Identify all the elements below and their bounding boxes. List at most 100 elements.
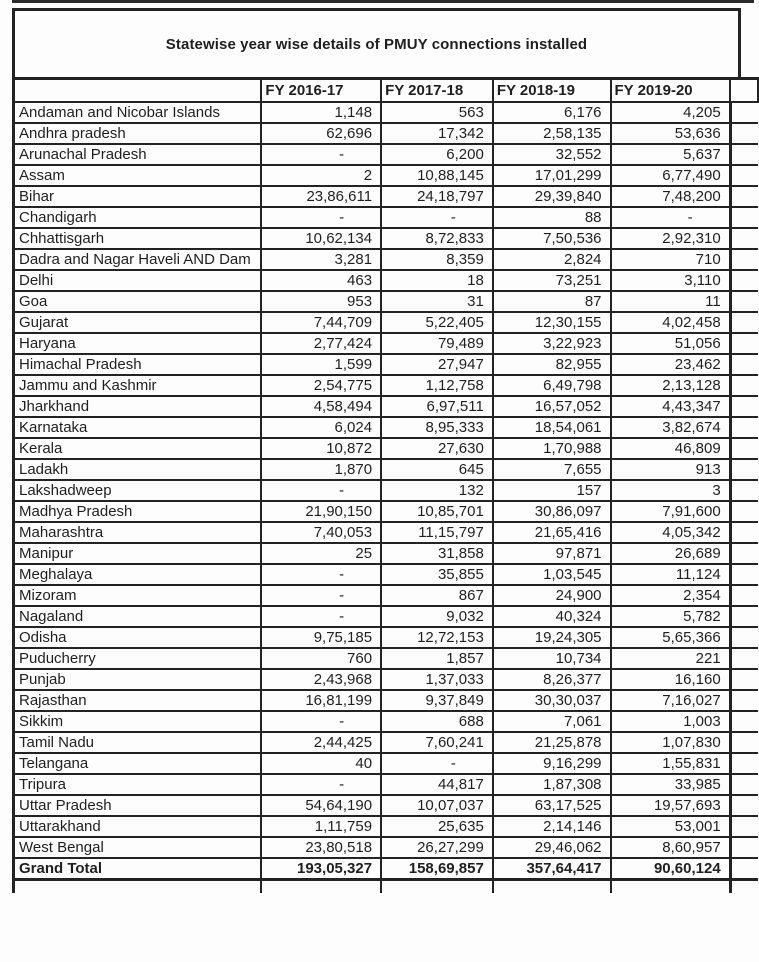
value-cell: 5,637: [609, 143, 732, 166]
state-name-cell: Chandigarh: [12, 206, 263, 229]
value-cell: -: [260, 605, 383, 628]
cropped-next-column-cell: [728, 143, 758, 166]
table-row: Madhya Pradesh 21,90,150 10,85,701 30,86,09…: [12, 500, 758, 523]
value-cell: 2,92,310: [609, 227, 732, 250]
state-name-cell: Jharkhand: [12, 395, 263, 418]
value-cell: 33,985: [609, 773, 732, 796]
value-cell: 157: [491, 479, 612, 502]
state-name-cell: Delhi: [12, 269, 263, 292]
value-cell: 463: [260, 269, 383, 292]
value-cell: 7,50,536: [491, 227, 612, 250]
value-cell: 82,955: [491, 353, 612, 376]
state-name-cell: Telangana: [12, 752, 263, 775]
value-cell: 12,72,153: [380, 626, 494, 649]
cropped-next-column-cell: [728, 311, 758, 334]
value-cell: 40,324: [491, 605, 612, 628]
value-cell: 7,40,053: [260, 521, 383, 544]
value-cell: 23,86,611: [260, 185, 383, 208]
value-cell: 4,58,494: [260, 395, 383, 418]
value-cell: 24,18,797: [380, 185, 494, 208]
value-cell: 7,16,027: [609, 689, 732, 712]
value-cell: [491, 878, 612, 893]
value-cell: 27,947: [380, 353, 494, 376]
value-cell: 6,176: [491, 101, 612, 124]
table-row: Rajasthan 16,81,199 9,37,849 30,30,037 7,16,…: [12, 689, 758, 712]
table-row: Tamil Nadu 2,44,425 7,60,241 21,25,878 1,07,…: [12, 731, 758, 754]
value-cell: 29,46,062: [491, 836, 612, 859]
state-name-cell: Tamil Nadu: [12, 731, 263, 754]
value-cell: 62,696: [260, 122, 383, 145]
value-cell: 4,02,458: [609, 311, 732, 334]
table-row: Chandigarh - -88-: [12, 206, 758, 229]
value-cell: -: [260, 479, 383, 502]
value-cell: 25: [260, 542, 383, 565]
table-row: Sikkim -688 7,061 1,003: [12, 710, 758, 733]
column-header-fy-2019-20: FY 2019-20: [609, 77, 732, 103]
state-name-cell: Arunachal Pradesh: [12, 143, 263, 166]
value-cell: 1,07,830: [609, 731, 732, 754]
table-row: Uttarakhand 1,11,759 25,635 2,14,146 53,001: [12, 815, 758, 838]
value-cell: 12,30,155: [491, 311, 612, 334]
value-cell: 25,635: [380, 815, 494, 838]
value-cell: 10,88,145: [380, 164, 494, 187]
value-cell: 26,689: [609, 542, 732, 565]
value-cell: 16,160: [609, 668, 732, 691]
value-cell: 17,01,299: [491, 164, 612, 187]
value-cell: -: [260, 773, 383, 796]
table-row: Ladakh 1,870 645 7,655 913: [12, 458, 758, 481]
value-cell: 8,72,833: [380, 227, 494, 250]
state-name-cell: West Bengal: [12, 836, 263, 859]
value-cell: 6,024: [260, 416, 383, 439]
value-cell: [380, 878, 494, 893]
value-cell: 10,07,037: [380, 794, 494, 817]
value-cell: 953: [260, 290, 383, 313]
state-name-cell: Jammu and Kashmir: [12, 374, 263, 397]
value-cell: -: [260, 143, 383, 166]
value-cell: 1,03,545: [491, 563, 612, 586]
cropped-next-column-cell: [728, 353, 758, 376]
cropped-next-column-cell: [728, 521, 758, 544]
value-cell: 9,75,185: [260, 626, 383, 649]
value-cell: 8,359: [380, 248, 494, 271]
cropped-next-column-cell: [728, 731, 758, 754]
table-row: Meghalaya -35,855 1,03,545 11,124: [12, 563, 758, 586]
value-cell: 7,48,200: [609, 185, 732, 208]
value-cell: 357,64,417: [491, 857, 612, 881]
value-cell: 867: [380, 584, 494, 607]
table-row: Lakshadweep -132 157 3: [12, 479, 758, 502]
cropped-next-column-cell: [728, 584, 758, 607]
value-cell: 1,12,758: [380, 374, 494, 397]
value-cell: 24,900: [491, 584, 612, 607]
value-cell: 87: [491, 290, 612, 313]
cropped-next-column-cell: [728, 773, 758, 796]
state-name-cell: Maharashtra: [12, 521, 263, 544]
value-cell: 5,65,366: [609, 626, 732, 649]
state-name-cell: Goa: [12, 290, 263, 313]
value-cell: 11,15,797: [380, 521, 494, 544]
cropped-next-column-cell: [728, 458, 758, 481]
value-cell: 3: [609, 479, 732, 502]
cropped-next-column-cell: [728, 815, 758, 838]
table-row: Haryana 2,77,424 79,489 3,22,923 51,056: [12, 332, 758, 355]
value-cell: 90,60,124: [609, 857, 732, 881]
value-cell: 1,87,308: [491, 773, 612, 796]
value-cell: 53,636: [609, 122, 732, 145]
table-row: Jammu and Kashmir 2,54,775 1,12,758 6,49,79…: [12, 374, 758, 397]
cropped-next-column-cell: [728, 479, 758, 502]
column-header-fy-2017-18: FY 2017-18: [380, 77, 494, 103]
state-name-cell: [12, 878, 263, 893]
table-row: Assam 2 10,88,145 17,01,299 6,77,490: [12, 164, 758, 187]
table-row: Uttar Pradesh 54,64,190 10,07,037 63,17,525…: [12, 794, 758, 817]
state-name-cell: Assam: [12, 164, 263, 187]
state-name-cell: Tripura: [12, 773, 263, 796]
value-cell: 29,39,840: [491, 185, 612, 208]
value-cell: 913: [609, 458, 732, 481]
table-row: Gujarat 7,44,709 5,22,405 12,30,155 4,02,458: [12, 311, 758, 334]
state-name-cell: Sikkim: [12, 710, 263, 733]
state-name-cell: Gujarat: [12, 311, 263, 334]
cropped-next-column-cell: [728, 563, 758, 586]
table-row: Mizoram -867 24,900 2,354: [12, 584, 758, 607]
value-cell: 17,342: [380, 122, 494, 145]
value-cell: 4,43,347: [609, 395, 732, 418]
table-row: Bihar 23,86,611 24,18,797 29,39,840 7,48,200: [12, 185, 758, 208]
